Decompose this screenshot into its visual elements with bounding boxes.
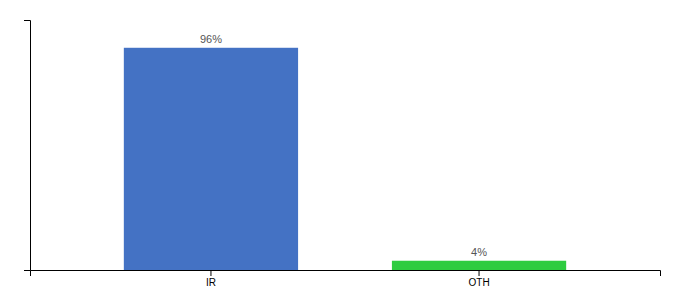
x-tick-label: IR [206,277,216,288]
bar [392,261,566,270]
y-axis-line [24,21,31,271]
plot: IR OTH 96% 4% [24,21,661,289]
data-label: 4% [471,246,487,258]
data-label: 96% [200,33,222,45]
x-axis-line [31,271,661,277]
data-labels: 96% 4% [200,33,487,258]
bar [124,48,298,270]
chart: IR OTH 96% 4% [0,0,680,300]
x-tick-mark [210,270,211,276]
x-tick-label: OTH [468,277,489,288]
x-tick: IR [206,270,216,288]
y-axis [24,21,31,271]
x-axis: IR OTH [31,270,661,288]
x-tick: OTH [468,270,489,288]
x-tick-mark [479,270,480,276]
bars [124,48,566,270]
